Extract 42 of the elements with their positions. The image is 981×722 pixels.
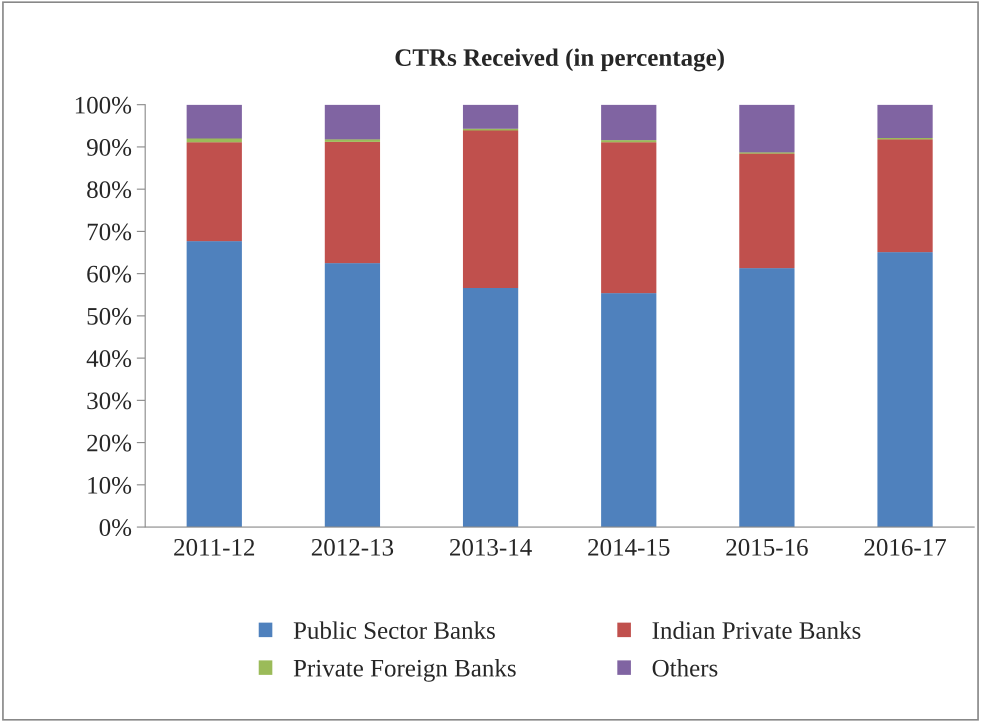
- y-tick-label: 10%: [88, 476, 132, 494]
- y-tick-label: 0%: [100, 519, 132, 536]
- y-tick-label: 60%: [87, 266, 132, 283]
- bar: [739, 104, 795, 152]
- y-tick-label: 50%: [88, 308, 132, 325]
- bar: [186, 241, 242, 528]
- bar: [324, 104, 380, 140]
- y-tick-label: 90%: [86, 138, 132, 156]
- bar: [601, 142, 656, 294]
- bar: [601, 104, 656, 140]
- bar: [739, 268, 795, 528]
- x-tick-label: 2016-17: [864, 538, 946, 556]
- legend-label: Public Sector Banks: [294, 621, 495, 639]
- legend-label: Indian Private Banks: [652, 621, 860, 639]
- bar: [462, 288, 518, 528]
- y-tick-label: 100%: [76, 96, 132, 114]
- bar: [324, 139, 380, 142]
- legend-label: Others: [652, 659, 718, 677]
- x-tick-label: 2012-13: [312, 538, 394, 556]
- y-tick-label: 30%: [87, 392, 132, 410]
- bar: [324, 142, 380, 264]
- bar: [877, 104, 933, 138]
- bar: [601, 293, 656, 528]
- bar: [462, 130, 518, 288]
- bar: [186, 104, 242, 138]
- x-tick-label: 2015-16: [726, 538, 808, 556]
- y-tick-label: 70%: [88, 223, 132, 240]
- y-tick-label: 80%: [87, 181, 132, 198]
- y-tick-label: 40%: [86, 350, 132, 368]
- bar: [877, 139, 933, 252]
- bar: [877, 252, 933, 528]
- bar: [462, 104, 518, 129]
- bar: [324, 263, 380, 528]
- x-tick-label: 2014-15: [588, 538, 670, 556]
- legend-label: Private Foreign Banks: [294, 659, 516, 682]
- bar: [186, 142, 242, 242]
- y-tick-label: 20%: [87, 434, 132, 452]
- x-tick-label: 2013-14: [450, 538, 532, 556]
- bar: [739, 154, 795, 268]
- x-tick-label: 2011-12: [174, 538, 254, 556]
- chart-title: CTRs Received (in percentage): [396, 48, 724, 72]
- bar: [186, 138, 242, 142]
